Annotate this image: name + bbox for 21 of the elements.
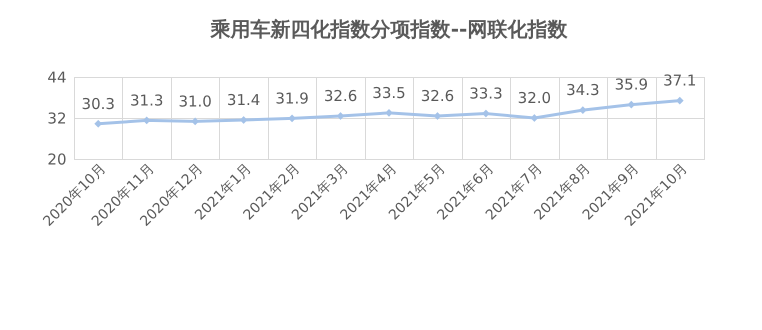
data-label: 32.6 — [420, 86, 454, 105]
data-label: 31.0 — [178, 92, 212, 110]
data-label: 32.0 — [518, 89, 552, 107]
data-label: 30.3 — [82, 94, 115, 113]
data-label: 35.9 — [614, 76, 648, 94]
data-label: 31.9 — [275, 89, 309, 108]
y-tick-label: 44 — [47, 68, 66, 86]
data-label: 31.3 — [130, 91, 164, 110]
data-label: 33.3 — [469, 84, 503, 103]
point — [482, 110, 490, 118]
data-label: 34.3 — [566, 81, 600, 100]
y-tick-label: 20 — [47, 150, 66, 168]
data-label: 31.4 — [226, 91, 260, 110]
point — [434, 112, 442, 120]
y-tick-label: 32 — [47, 110, 66, 128]
data-label: 37.1 — [663, 72, 696, 90]
point — [530, 114, 538, 122]
data-label: 33.5 — [372, 84, 406, 102]
data-label: 32.6 — [324, 86, 358, 105]
chart-title: 乘用车新四化指数分项指数--网联化指数 — [210, 17, 568, 41]
point — [336, 112, 344, 120]
